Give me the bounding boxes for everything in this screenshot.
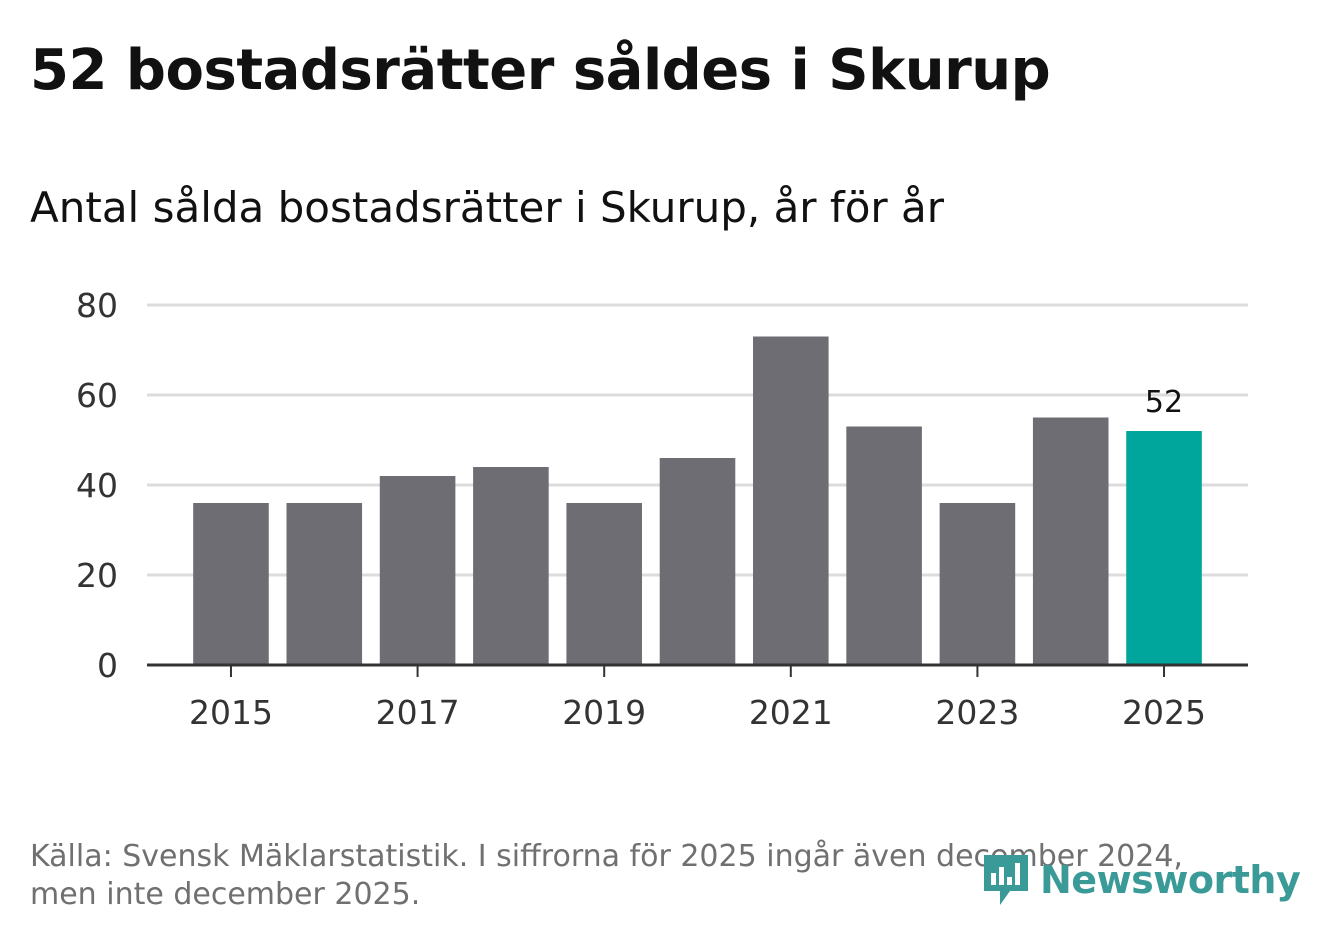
bars <box>193 336 1202 665</box>
x-tick-label: 2023 <box>935 693 1019 732</box>
x-axis: 2015 2017 2019 2021 2023 2025 <box>147 663 1248 732</box>
newsworthy-logo-text: Newsworthy <box>1040 858 1301 902</box>
y-tick-label: 40 <box>76 466 118 505</box>
bar-2023 <box>939 503 1016 665</box>
bar-2021 <box>753 336 829 665</box>
chart-title: 52 bostadsrätter såldes i Skurup <box>30 38 1051 103</box>
chart-subtitle: Antal sålda bostadsrätter i Skurup, år f… <box>30 183 945 232</box>
y-tick-label: 20 <box>76 556 118 595</box>
x-tick-label: 2019 <box>562 693 646 732</box>
y-tick-label: 80 <box>76 286 118 325</box>
y-axis-ticks: 0 20 40 60 80 <box>76 286 118 685</box>
bar-2022 <box>846 426 922 665</box>
bar-2017 <box>379 476 456 665</box>
newsworthy-logo-icon <box>984 855 1028 905</box>
data-labels: 52 <box>1145 385 1183 420</box>
bar-2020 <box>659 458 736 665</box>
y-tick-label: 60 <box>76 376 118 415</box>
bar-2016 <box>286 503 363 665</box>
bar-2019 <box>566 503 642 665</box>
x-tick-label: 2015 <box>189 693 273 732</box>
bar-2025 <box>1126 431 1202 665</box>
newsworthy-logo: Newsworthy <box>980 852 1301 908</box>
bar-2018 <box>473 467 549 665</box>
bar-2015 <box>193 503 269 665</box>
y-tick-label: 0 <box>97 646 118 685</box>
data-label-2025: 52 <box>1145 385 1183 420</box>
x-tick-label: 2021 <box>749 693 833 732</box>
x-tick-label: 2017 <box>376 693 460 732</box>
bar-2024 <box>1032 417 1109 665</box>
x-tick-label: 2025 <box>1122 693 1206 732</box>
